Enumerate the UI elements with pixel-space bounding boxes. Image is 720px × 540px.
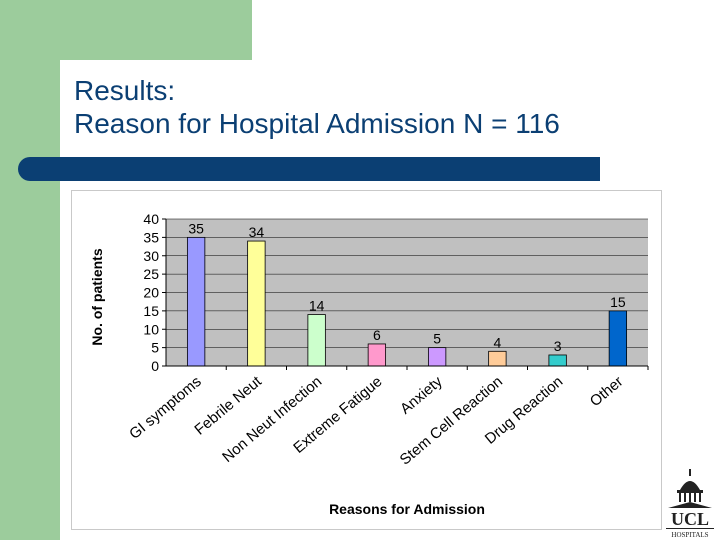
bar-data-label: 34: [249, 224, 265, 240]
bar: [367, 343, 387, 367]
bar-data-label: 3: [554, 338, 562, 354]
y-tick-label: 20: [143, 285, 159, 301]
bar-data-label: 6: [373, 327, 381, 343]
bar-data-label: 15: [610, 294, 626, 310]
chart-frame: 35 34 14 6 5 4 3 15 0 5 10 15 20 25 30 35 40 GI symptoms…: [71, 190, 662, 530]
x-tick-label: Non Neut Infection: [219, 373, 325, 466]
y-tick-label: 40: [143, 211, 159, 227]
slide-title: Results: Reason for Hospital Admission N…: [74, 74, 560, 140]
top-decor-band: [60, 0, 252, 60]
y-tick-label: 15: [143, 303, 159, 319]
bar: [307, 314, 326, 367]
bar-data-label: 14: [309, 298, 325, 314]
logo-text-sub: HOSPITALS: [671, 531, 708, 539]
y-tick-label: 0: [151, 358, 159, 374]
x-axis-label: Reasons for Admission: [329, 501, 485, 517]
y-tick-label: 10: [143, 321, 159, 337]
bar-data-label: 5: [433, 331, 441, 347]
x-tick-label: Other: [587, 373, 627, 410]
logo-text-main: UCL: [671, 509, 709, 529]
x-tick-label: GI symptoms: [126, 373, 205, 443]
bar: [247, 240, 266, 367]
slide-title-line1: Results:: [74, 75, 176, 106]
bar: [548, 354, 567, 367]
bar: [608, 310, 628, 367]
x-tick-label: Stem Cell Reaction: [397, 373, 506, 469]
ucl-hospitals-logo: UCL HOSPITALS: [666, 469, 714, 539]
y-tick-label: 30: [143, 248, 159, 264]
y-tick-label: 5: [151, 340, 159, 356]
y-tick-label: 35: [143, 229, 159, 245]
left-decor-band: [0, 0, 60, 540]
bar: [186, 236, 206, 367]
y-tick-label: 25: [143, 266, 159, 282]
x-tick-label: Anxiety: [397, 373, 446, 418]
title-rule-bar: [18, 157, 600, 181]
slide-title-line2: Reason for Hospital Admission N = 116: [74, 108, 560, 139]
bar: [488, 350, 507, 367]
y-axis-label: No. of patients: [89, 248, 105, 345]
bar: [427, 347, 447, 367]
bar-chart: 35 34 14 6 5 4 3 15 0 5 10 15 20 25 30 35 40 GI symptoms…: [89, 211, 649, 517]
bar-data-label: 4: [493, 334, 501, 350]
bar-data-label: 35: [188, 220, 204, 236]
